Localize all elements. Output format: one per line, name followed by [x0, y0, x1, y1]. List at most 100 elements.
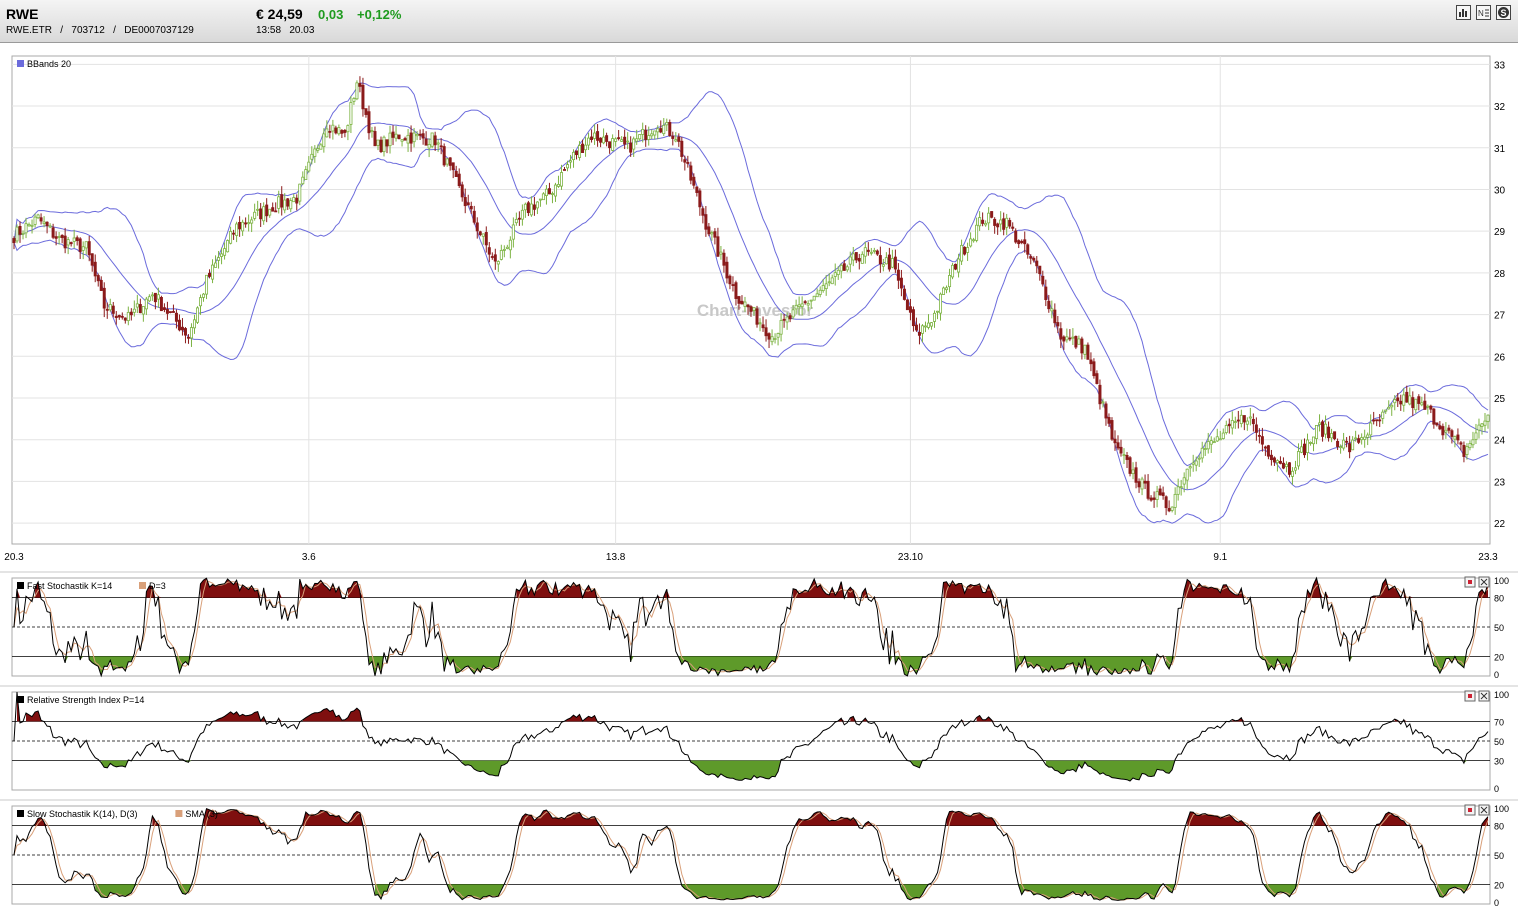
candle-body [1251, 418, 1255, 425]
candle [1011, 222, 1015, 232]
panel-settings-icon[interactable] [1464, 804, 1476, 816]
panel-settings-icon[interactable] [1464, 690, 1476, 702]
bar-chart-icon[interactable] [1456, 5, 1471, 20]
candle-body [220, 253, 224, 257]
candle [189, 323, 193, 347]
candle-body [189, 327, 193, 339]
candle-body [451, 162, 455, 171]
candle [957, 253, 961, 278]
candle-body [12, 238, 16, 244]
candle-body [63, 235, 67, 249]
candle [180, 318, 184, 336]
candle-body [529, 203, 533, 216]
candle [469, 201, 473, 214]
candle [869, 247, 873, 256]
candle-body [469, 205, 473, 210]
candle [689, 161, 693, 185]
candle [1005, 213, 1009, 236]
candle [572, 149, 576, 168]
candle-body [268, 208, 272, 216]
candle-body [635, 138, 639, 142]
candle [809, 299, 813, 309]
candle [1254, 417, 1258, 441]
candle [376, 139, 380, 151]
candle [123, 317, 127, 324]
candle-body [463, 197, 467, 207]
panel-close-icon[interactable] [1478, 690, 1490, 702]
candle [1456, 428, 1460, 445]
candle [511, 217, 515, 248]
candle [313, 145, 317, 163]
candle [981, 212, 985, 227]
candle [1260, 427, 1264, 452]
y-tick-label: 27 [1494, 311, 1506, 322]
s-icon[interactable]: S [1496, 5, 1511, 20]
panel-settings-icon[interactable] [1464, 576, 1476, 588]
candle [454, 165, 458, 177]
candle [547, 182, 551, 195]
candle [1480, 422, 1484, 435]
quote-time: 13:58 [256, 25, 282, 36]
candle-body [1290, 470, 1294, 477]
candle [517, 211, 521, 226]
candle [984, 220, 988, 227]
candle [1086, 342, 1090, 360]
candle-body [1275, 460, 1279, 464]
candle [800, 296, 804, 316]
candle-body [442, 146, 446, 166]
candle [932, 310, 936, 328]
candle-body [566, 164, 570, 169]
candle-body [632, 138, 636, 150]
candle [442, 143, 446, 167]
panel-close-icon[interactable] [1478, 576, 1490, 588]
candle [108, 298, 112, 312]
candle-body [818, 289, 822, 295]
candle [1459, 440, 1463, 451]
candle-body [265, 204, 269, 217]
candle-body [1128, 457, 1132, 474]
candle [235, 221, 239, 243]
candle [996, 222, 1000, 235]
news-icon[interactable]: N [1476, 5, 1491, 20]
quote-timestamp: 13:58 20.03 [256, 25, 314, 36]
candle [550, 191, 554, 204]
candle-body [731, 284, 735, 286]
candle-body [683, 159, 687, 163]
candle [1269, 449, 1273, 466]
candle [1236, 410, 1240, 429]
candle-body [430, 132, 434, 147]
y-tick-label: 23 [1494, 477, 1506, 488]
candle-body [1215, 436, 1219, 442]
candle-body [132, 308, 136, 313]
candle-body [845, 266, 849, 271]
candle [1089, 352, 1093, 372]
candle-body [975, 224, 979, 241]
candle-body [409, 132, 413, 144]
candle [1101, 398, 1105, 408]
panel-close-icon[interactable] [1478, 804, 1490, 816]
candle-body [1110, 420, 1114, 440]
candle-body [376, 139, 380, 146]
candle [782, 313, 786, 328]
candle-body [668, 122, 672, 136]
candle [632, 136, 636, 157]
candle-body [60, 234, 64, 238]
candle-body [920, 325, 924, 334]
candle [948, 268, 952, 293]
candle [650, 129, 654, 140]
candle [400, 139, 404, 147]
candle-body [1296, 451, 1300, 467]
candle [788, 313, 792, 323]
bband-middle-line [13, 122, 1489, 491]
candle [358, 76, 362, 93]
candle [899, 269, 903, 297]
candle [27, 222, 31, 227]
candle-body [719, 251, 723, 255]
candle [493, 248, 497, 270]
candle-body [987, 212, 991, 224]
candle-body [1342, 439, 1346, 449]
candle [1110, 417, 1114, 441]
candle-body [1212, 441, 1216, 444]
candle [1239, 409, 1243, 428]
candle-body [186, 336, 190, 339]
